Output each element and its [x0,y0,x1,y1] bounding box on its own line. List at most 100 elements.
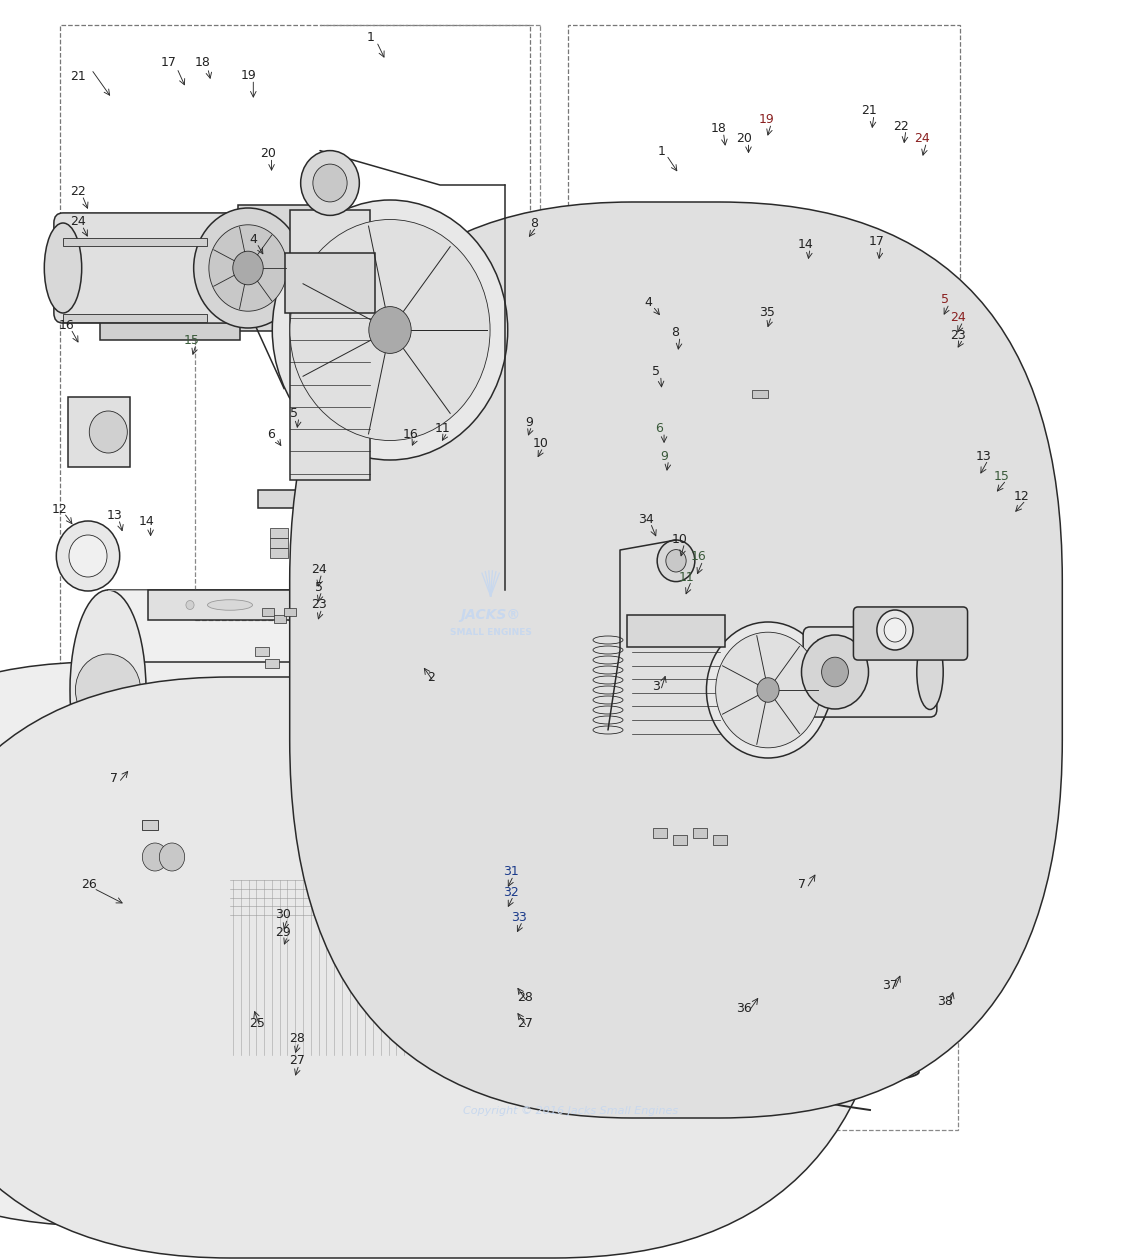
FancyBboxPatch shape [270,548,288,558]
Text: 6: 6 [656,422,663,435]
Text: 4: 4 [645,296,652,309]
Text: 5: 5 [315,581,324,593]
FancyBboxPatch shape [108,590,500,790]
Text: 23: 23 [311,598,327,611]
FancyBboxPatch shape [653,828,667,838]
FancyBboxPatch shape [262,609,274,616]
Text: JACKS®: JACKS® [461,607,520,622]
Circle shape [655,1081,681,1109]
Text: 23: 23 [950,329,966,341]
FancyBboxPatch shape [630,350,950,869]
FancyBboxPatch shape [568,810,960,830]
Text: 26: 26 [81,878,97,891]
FancyBboxPatch shape [141,820,157,830]
Text: 20: 20 [736,132,752,145]
Text: 11: 11 [435,422,451,435]
Text: 12: 12 [51,503,67,515]
Circle shape [756,678,779,702]
FancyBboxPatch shape [285,253,375,312]
Text: 36: 36 [736,1002,752,1014]
Text: 31: 31 [503,866,519,878]
Text: 2: 2 [428,672,435,684]
Text: 12: 12 [1013,490,1029,503]
Ellipse shape [480,590,520,790]
Circle shape [822,658,849,687]
FancyBboxPatch shape [752,391,768,398]
FancyBboxPatch shape [68,397,130,467]
Text: 22: 22 [893,120,909,132]
Ellipse shape [44,223,82,312]
Ellipse shape [407,848,462,862]
FancyBboxPatch shape [265,659,280,668]
Circle shape [68,536,107,577]
FancyBboxPatch shape [258,490,426,508]
Text: 16: 16 [403,428,419,441]
Text: 15: 15 [184,334,200,347]
FancyBboxPatch shape [63,314,208,321]
Circle shape [301,151,359,215]
Circle shape [56,520,120,591]
FancyBboxPatch shape [290,210,370,480]
Circle shape [209,224,288,311]
Ellipse shape [630,325,950,375]
Text: 14: 14 [798,238,814,251]
Text: 19: 19 [241,69,257,82]
Text: 16: 16 [690,551,706,563]
Circle shape [657,541,695,582]
Circle shape [186,601,194,610]
Circle shape [273,200,508,460]
Text: 25: 25 [249,1017,265,1029]
Circle shape [290,219,491,441]
Text: 28: 28 [517,992,533,1004]
FancyBboxPatch shape [270,538,288,548]
FancyBboxPatch shape [270,528,288,538]
Text: 13: 13 [106,509,122,522]
Text: 18: 18 [195,57,211,69]
Text: 35: 35 [759,306,775,319]
Text: 1: 1 [367,32,374,44]
Text: 13: 13 [976,450,992,462]
Circle shape [655,1041,681,1068]
Text: 5: 5 [652,365,661,378]
Circle shape [369,306,411,353]
FancyBboxPatch shape [0,677,897,1257]
Text: 29: 29 [275,926,291,939]
Ellipse shape [917,635,944,709]
FancyBboxPatch shape [628,615,725,648]
FancyBboxPatch shape [693,828,707,838]
Ellipse shape [843,428,893,449]
Text: 17: 17 [161,57,177,69]
Ellipse shape [338,600,382,610]
Text: Copyright © 2016 Jacks Small Engines: Copyright © 2016 Jacks Small Engines [463,1106,678,1116]
Text: 24: 24 [950,311,966,324]
FancyBboxPatch shape [63,238,208,246]
Text: 1: 1 [658,145,665,158]
Text: 15: 15 [994,470,1010,483]
Circle shape [89,411,128,454]
Text: 20: 20 [260,147,276,160]
FancyBboxPatch shape [284,609,296,616]
Text: 21: 21 [70,71,86,83]
Ellipse shape [663,428,713,449]
FancyBboxPatch shape [673,835,687,845]
Circle shape [313,164,347,202]
Text: 34: 34 [638,513,654,525]
Ellipse shape [208,600,252,610]
Text: 38: 38 [937,995,953,1008]
Ellipse shape [630,840,950,900]
Text: 8: 8 [671,326,680,339]
Text: 9: 9 [661,450,667,462]
Text: 5: 5 [290,407,299,420]
FancyBboxPatch shape [238,205,327,331]
Circle shape [160,843,185,871]
Text: 9: 9 [526,416,533,428]
Text: 5: 5 [940,294,949,306]
Text: 6: 6 [268,428,275,441]
Text: 22: 22 [70,185,86,198]
Circle shape [715,633,820,747]
FancyBboxPatch shape [230,975,305,1029]
Text: 10: 10 [672,533,688,546]
Text: 27: 27 [517,1017,533,1029]
Text: 10: 10 [533,437,549,450]
Text: 4: 4 [250,233,257,246]
